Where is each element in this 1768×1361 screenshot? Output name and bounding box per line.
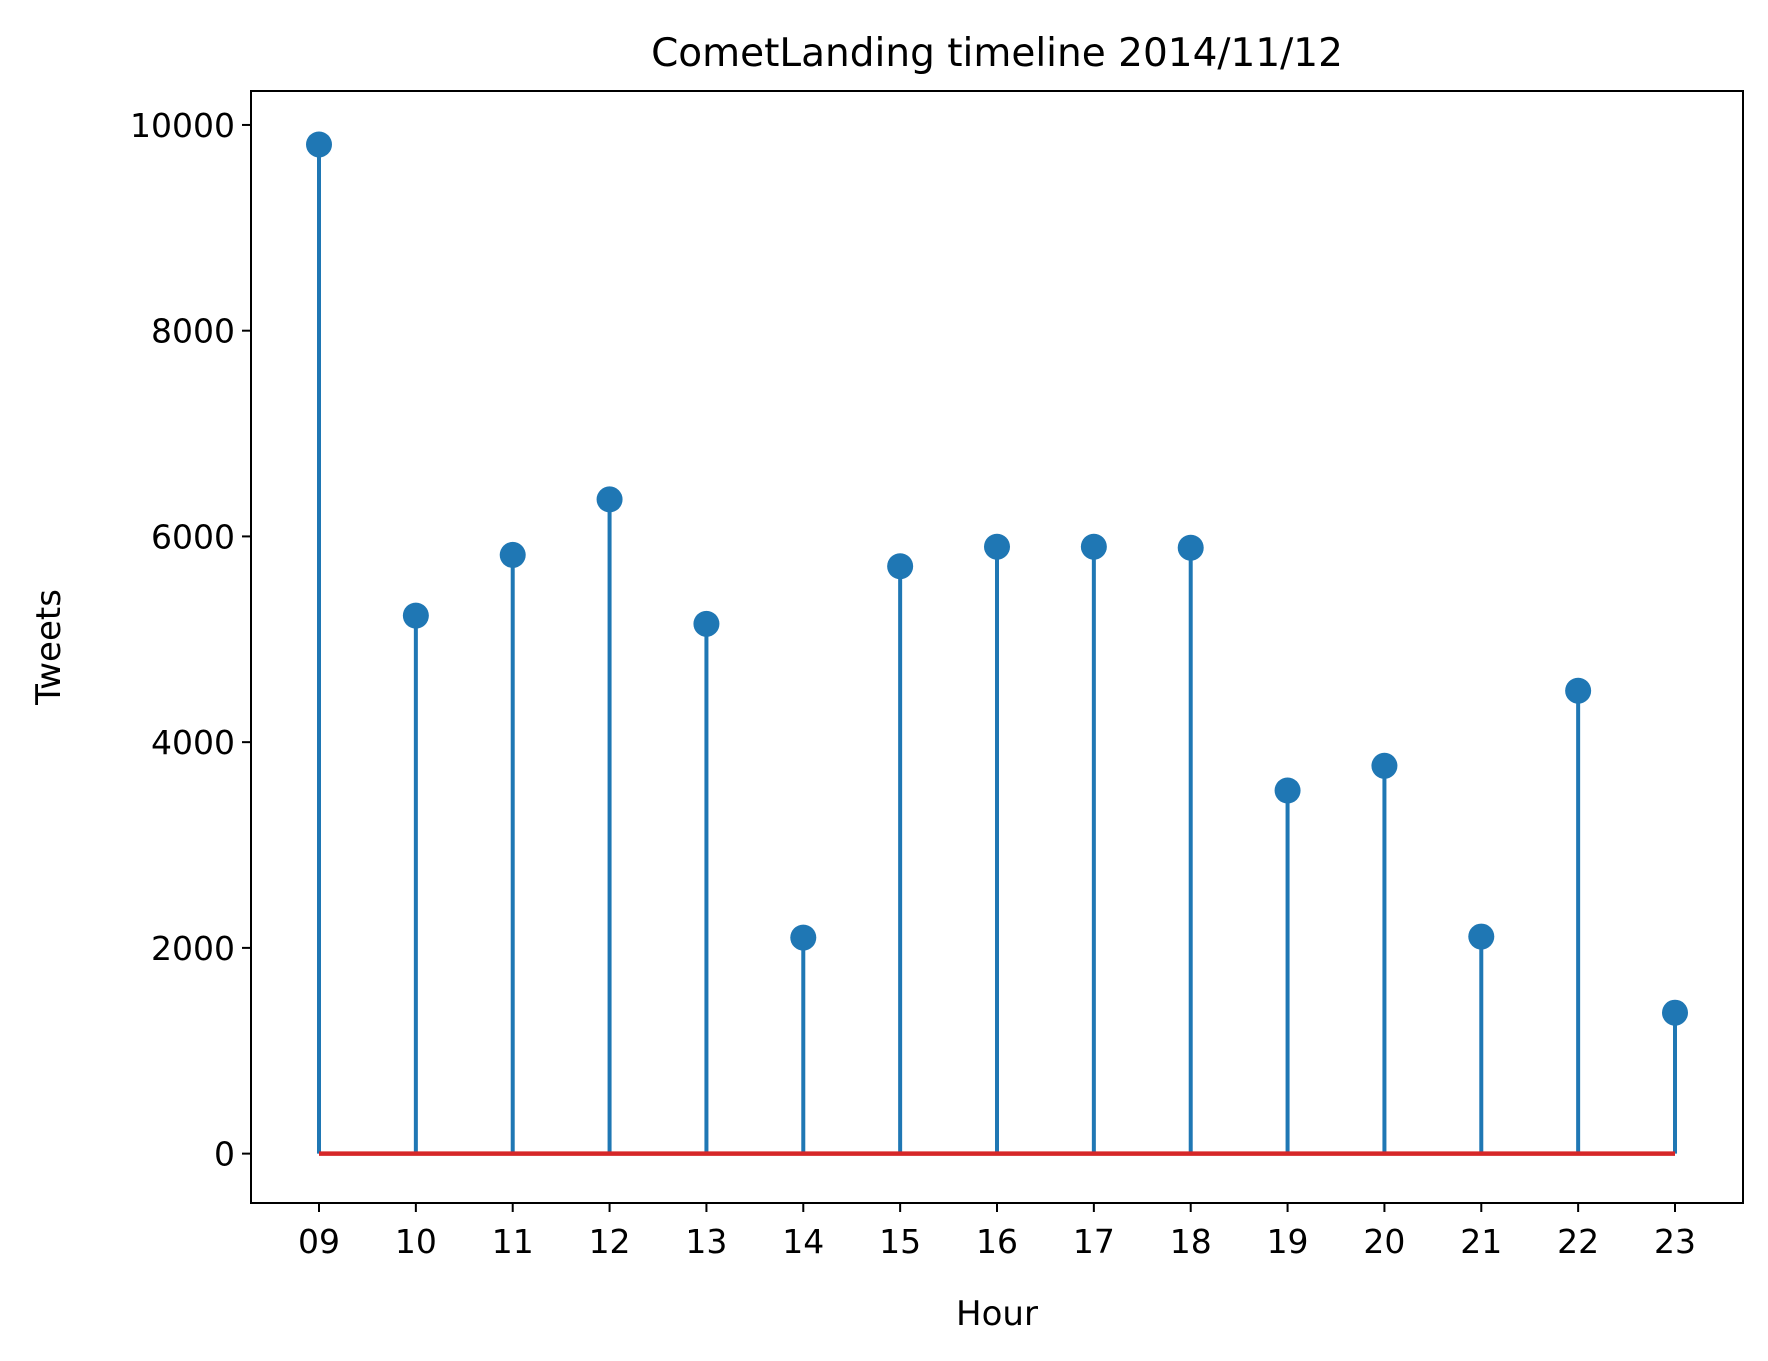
y-tick-label: 6000 [151, 517, 235, 556]
data-point [790, 924, 817, 951]
data-point [984, 533, 1010, 560]
data-point [1371, 752, 1398, 779]
y-axis-label: Tweets [29, 589, 69, 706]
x-tick-label: 17 [1073, 1222, 1115, 1261]
data-point [596, 486, 623, 513]
x-tick-label: 14 [782, 1222, 824, 1261]
x-tick-label: 22 [1557, 1222, 1599, 1261]
x-tick-label: 10 [395, 1222, 437, 1261]
data-point [1274, 777, 1301, 804]
data-point [1468, 923, 1495, 950]
y-tick-label: 10000 [130, 106, 235, 145]
data-point [1565, 677, 1592, 704]
x-tick-label: 13 [685, 1222, 727, 1261]
y-tick-label: 0 [214, 1135, 235, 1174]
data-point [693, 610, 720, 637]
y-tick-label: 2000 [151, 929, 235, 968]
x-tick-label: 12 [589, 1222, 631, 1261]
x-tick-label: 15 [879, 1222, 921, 1261]
data-point [402, 602, 429, 629]
x-tick-label: 20 [1363, 1222, 1405, 1261]
x-tick-label: 18 [1170, 1222, 1212, 1261]
x-tick-label: 19 [1267, 1222, 1309, 1261]
x-tick-label: 11 [492, 1222, 534, 1261]
x-tick-label: 21 [1460, 1222, 1502, 1261]
y-tick-label: 8000 [151, 312, 235, 351]
data-point [1177, 534, 1204, 561]
y-tick-label: 4000 [151, 723, 235, 762]
data-point [887, 553, 914, 580]
data-point [306, 131, 332, 158]
chart-title: CometLanding timeline 2014/11/12 [651, 31, 1343, 76]
data-point [499, 541, 526, 568]
x-tick-label: 23 [1654, 1222, 1696, 1261]
plot-frame [250, 90, 1744, 1204]
x-axis-label: Hour [956, 1294, 1038, 1334]
data-point [1080, 533, 1107, 560]
data-point [1662, 999, 1688, 1026]
x-tick-label: 09 [298, 1222, 340, 1261]
x-tick-label: 16 [976, 1222, 1018, 1261]
plot-area: 0 2000 4000 6000 8000 10000 09 10 11 12 13 14 15 16 17… [130, 106, 1696, 1261]
